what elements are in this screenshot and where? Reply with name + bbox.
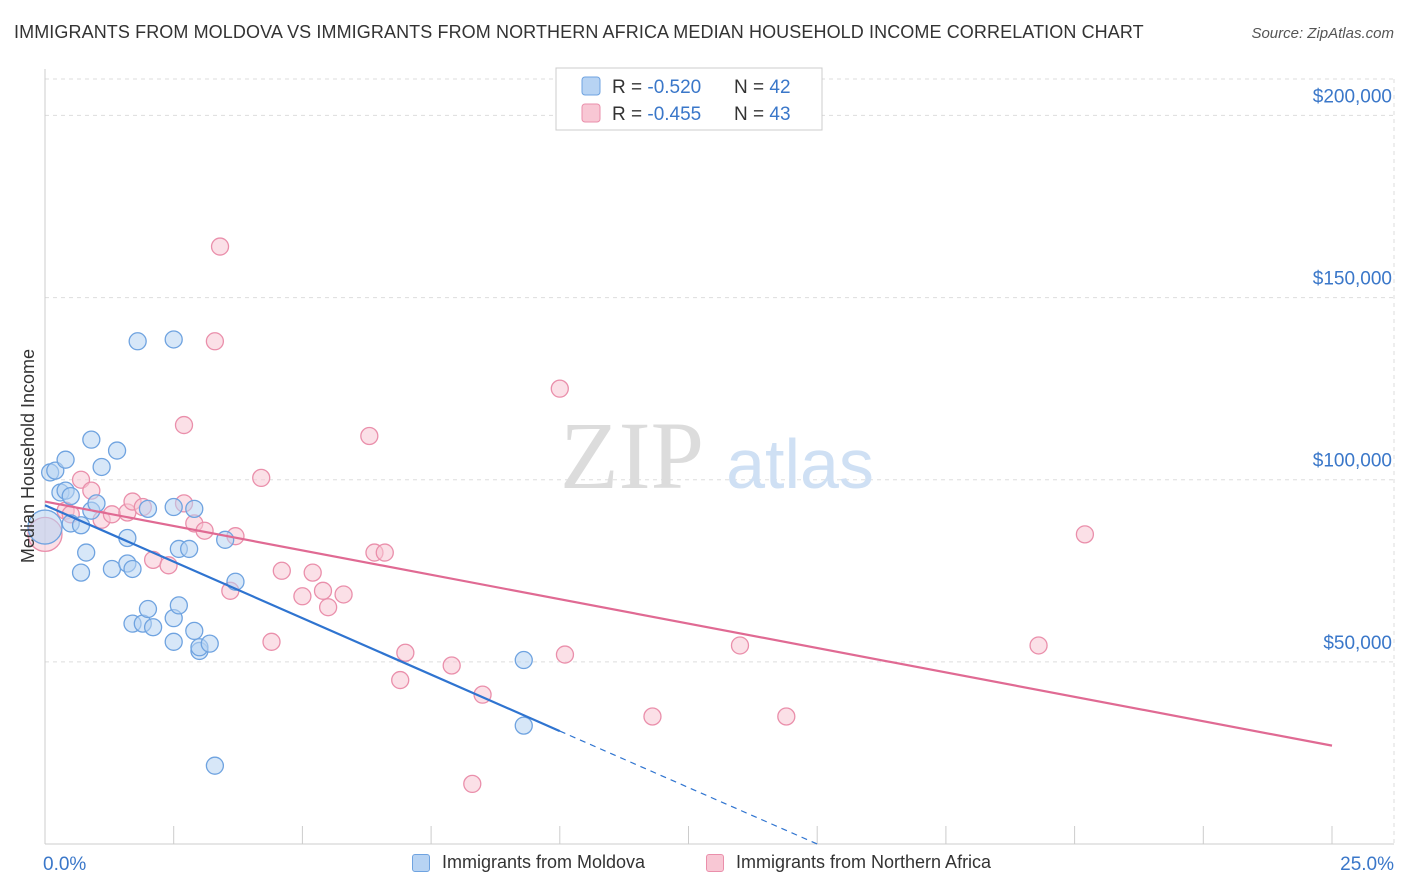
series-moldova-points <box>27 330 533 775</box>
y-tick-label-2: $150,000 <box>1313 269 1392 290</box>
point-moldova-22 <box>138 599 158 619</box>
point-africa-39 <box>730 636 750 655</box>
watermark-atlas: atlas <box>726 425 874 503</box>
legend-africa-n-value: 43 <box>769 104 790 125</box>
legend-moldova-n: N = 42 <box>734 77 791 98</box>
point-africa-36 <box>550 379 569 398</box>
point-africa-25 <box>313 581 333 600</box>
point-africa-26 <box>318 598 338 617</box>
legend-swatch-africa <box>581 103 601 123</box>
x-tick-labels: 0.0% 25.0% <box>43 854 1394 875</box>
legend-bottom: Immigrants from Moldova Immigrants from … <box>0 852 1406 878</box>
legend-item-moldova[interactable]: Immigrants from Moldova <box>412 852 645 873</box>
point-africa-21 <box>262 632 281 651</box>
legend-swatch-africa <box>706 853 724 872</box>
point-africa-12 <box>174 415 194 435</box>
y-tick-label-3: $200,000 <box>1313 86 1392 107</box>
point-moldova-27 <box>169 596 188 615</box>
y-axis-label: Median Household Income <box>18 349 38 563</box>
watermark: ZIP atlas <box>560 402 874 509</box>
point-moldova-33 <box>185 621 204 641</box>
legend-moldova-r: R = -0.520 <box>612 77 701 98</box>
point-moldova-37 <box>200 634 219 653</box>
point-moldova-32 <box>164 497 183 517</box>
point-africa-22 <box>272 561 291 580</box>
point-moldova-25 <box>164 330 183 349</box>
legend-africa-r: R = -0.455 <box>612 104 701 125</box>
axes <box>44 69 1394 845</box>
watermark-zip: ZIP <box>560 402 704 509</box>
point-moldova-5 <box>56 450 75 469</box>
legend-item-africa[interactable]: Immigrants from Northern Africa <box>706 852 991 873</box>
point-moldova-0 <box>27 509 63 545</box>
x-tick-label-max: 25.0% <box>1340 854 1394 875</box>
source-credit: Source: ZipAtlas.com <box>1251 25 1394 42</box>
point-moldova-7 <box>61 486 80 506</box>
y-tick-label-0: $50,000 <box>1323 633 1392 654</box>
point-moldova-34 <box>164 632 183 651</box>
chart-title: IMMIGRANTS FROM MOLDOVA VS IMMIGRANTS FR… <box>14 22 1144 42</box>
y-tick-label-1: $100,000 <box>1313 451 1392 472</box>
grid-lines <box>45 78 1395 844</box>
point-moldova-40 <box>514 650 533 670</box>
point-africa-27 <box>334 585 353 604</box>
point-moldova-28 <box>138 499 158 519</box>
point-moldova-10 <box>71 563 91 582</box>
point-africa-42 <box>1075 525 1095 544</box>
y-tick-labels: $50,000 $100,000 $150,000 $200,000 <box>1313 86 1392 653</box>
legend-swatch-moldova <box>581 76 601 96</box>
point-moldova-24 <box>128 332 147 351</box>
point-moldova-14 <box>92 457 111 477</box>
point-moldova-23 <box>143 618 163 637</box>
legend-moldova-r-value: -0.520 <box>647 77 701 98</box>
point-africa-32 <box>396 643 415 662</box>
trend-line-africa <box>44 500 1333 747</box>
point-africa-17 <box>210 237 230 256</box>
point-moldova-19 <box>123 559 142 579</box>
point-africa-30 <box>375 543 394 562</box>
point-africa-33 <box>442 656 461 675</box>
trend-lines <box>44 500 1333 845</box>
point-moldova-15 <box>102 559 122 579</box>
point-africa-41 <box>1029 636 1048 655</box>
point-moldova-29 <box>185 499 204 519</box>
point-moldova-11 <box>77 543 96 562</box>
point-africa-40 <box>777 707 796 726</box>
legend-swatch-moldova <box>412 853 430 872</box>
point-africa-31 <box>391 670 410 690</box>
legend-moldova-n-value: 42 <box>769 77 790 98</box>
point-africa-23 <box>293 587 312 606</box>
legend-label-africa: Immigrants from Northern Africa <box>736 852 992 872</box>
point-moldova-12 <box>82 430 101 449</box>
point-africa-24 <box>303 563 322 582</box>
point-moldova-31 <box>179 539 199 559</box>
trend-line-moldova <box>44 504 561 733</box>
legend-africa-n: N = 43 <box>734 104 791 125</box>
point-africa-10 <box>143 550 163 570</box>
point-africa-20 <box>252 468 271 488</box>
legend-top: R = -0.520 N = 42 R = -0.455 N = 43 <box>555 67 823 131</box>
trend-line-moldova-extrapolated <box>559 730 818 845</box>
legend-label-moldova: Immigrants from Moldova <box>442 852 646 872</box>
point-africa-16 <box>205 332 225 351</box>
x-tick-label-min: 0.0% <box>43 854 86 875</box>
legend-africa-r-value: -0.455 <box>647 104 701 125</box>
point-africa-38 <box>643 707 662 726</box>
point-moldova-41 <box>205 756 225 775</box>
point-africa-35 <box>463 774 482 794</box>
point-moldova-42 <box>514 716 533 735</box>
point-africa-28 <box>360 426 379 446</box>
point-moldova-16 <box>107 441 127 460</box>
point-africa-37 <box>555 645 575 664</box>
